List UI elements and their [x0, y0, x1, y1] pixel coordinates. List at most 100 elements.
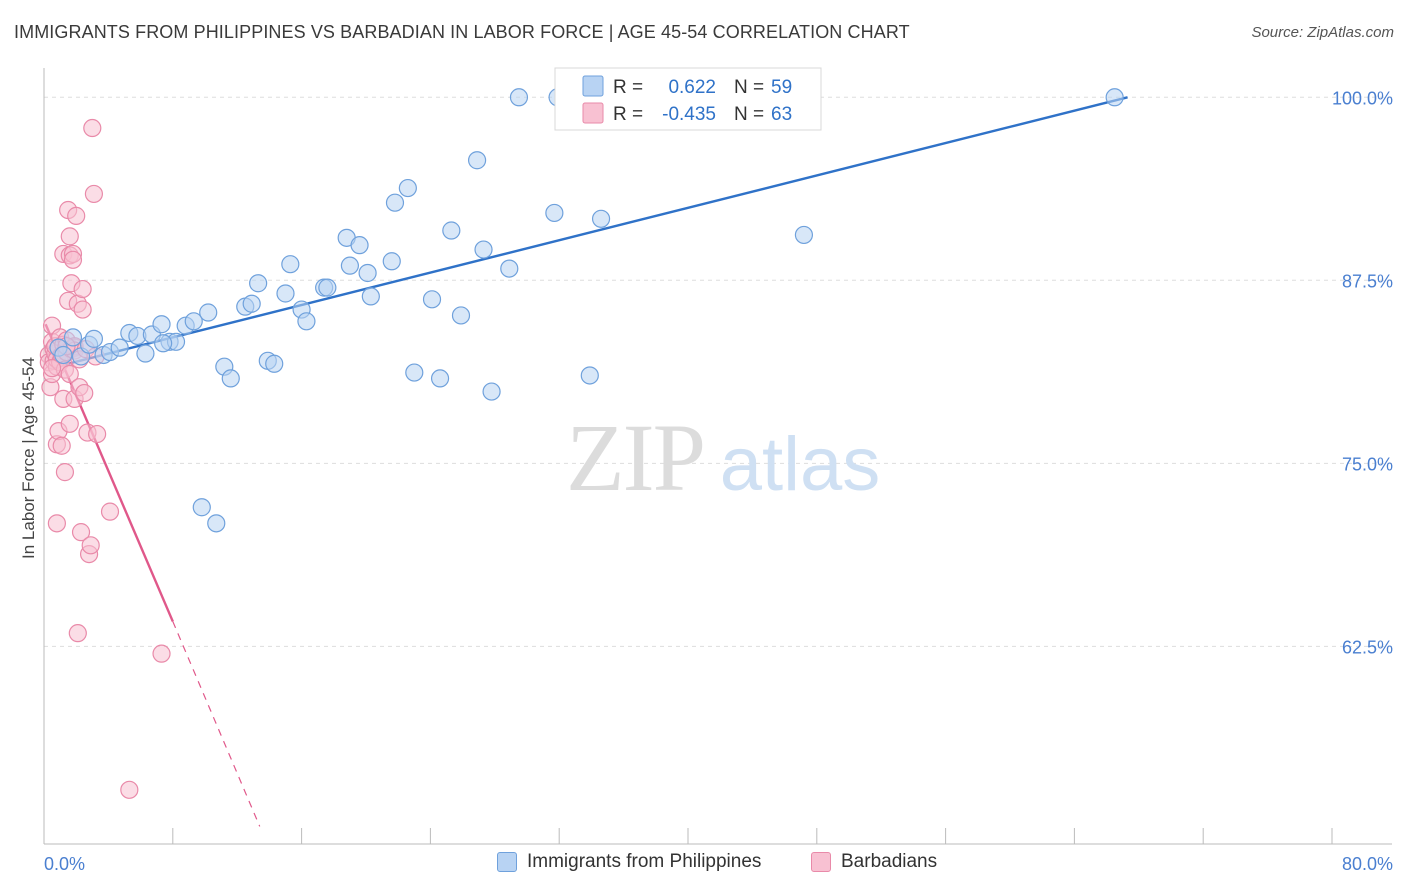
x-tick-label: 80.0%: [1342, 854, 1393, 874]
point-philippines: [545, 203, 564, 223]
point-philippines: [509, 88, 529, 107]
point-philippines: [184, 312, 203, 331]
point-philippines: [297, 312, 316, 331]
point-philippines: [84, 329, 104, 348]
watermark-atlas: atlas: [720, 422, 881, 507]
legend-r-label-barbadians: R =: [613, 104, 643, 125]
point-barbadians: [120, 780, 139, 799]
point-philippines: [318, 278, 337, 297]
point-philippines: [152, 315, 171, 334]
legend-swatch-philippines: [582, 75, 604, 97]
point-barbadians: [55, 463, 75, 482]
point-barbadians: [100, 502, 120, 521]
watermark-zip: ZIP: [566, 404, 704, 511]
point-barbadians: [71, 523, 91, 542]
point-barbadians: [81, 536, 100, 555]
point-philippines: [591, 209, 611, 228]
point-philippines: [281, 255, 300, 274]
point-philippines: [580, 366, 599, 385]
point-philippines: [794, 225, 814, 245]
y-tick-label: 62.5%: [1342, 637, 1393, 657]
point-barbadians: [73, 279, 92, 299]
point-philippines: [221, 369, 240, 388]
y-axis-label: In Labor Force | Age 45-54: [19, 357, 38, 559]
point-barbadians: [83, 118, 102, 138]
legend-item-barbadians: Barbadians: [811, 851, 937, 873]
point-philippines: [110, 338, 129, 357]
point-philippines: [361, 287, 380, 306]
point-philippines: [385, 193, 405, 212]
point-philippines: [405, 363, 424, 382]
point-philippines: [249, 274, 268, 293]
point-philippines: [467, 151, 487, 170]
trend-line-philippines: [50, 96, 1128, 370]
point-barbadians: [67, 206, 86, 225]
point-barbadians: [88, 424, 107, 444]
legend-n-value-barbadians: 63: [771, 104, 792, 125]
legend-bottom-swatch-philippines: [497, 852, 517, 872]
point-philippines: [63, 328, 83, 347]
point-philippines: [265, 354, 284, 373]
point-barbadians: [47, 514, 66, 533]
point-barbadians: [52, 436, 71, 455]
point-philippines: [451, 306, 471, 325]
x-tick-labels: 0.0% 80.0%: [44, 854, 1393, 874]
point-philippines: [276, 284, 295, 303]
watermark: ZIP atlas: [566, 404, 880, 511]
legend-r-label-philippines: R =: [613, 77, 643, 98]
point-philippines: [199, 303, 218, 322]
grid-lines: [44, 96, 1392, 647]
x-tick-label: 0.0%: [44, 854, 85, 874]
legend-item-philippines: Immigrants from Philippines: [497, 851, 761, 873]
point-philippines: [340, 256, 359, 275]
point-barbadians: [152, 644, 171, 663]
point-philippines: [422, 290, 442, 309]
point-barbadians: [60, 364, 79, 384]
point-barbadians: [63, 250, 83, 269]
trend-line-barbadians-extension: [172, 621, 261, 827]
y-tick-label: 87.5%: [1342, 271, 1393, 291]
point-philippines: [192, 498, 211, 517]
legend-n-value-philippines: 59: [771, 77, 792, 98]
point-barbadians: [68, 624, 87, 643]
point-philippines: [500, 259, 519, 278]
point-barbadians: [60, 414, 79, 433]
point-philippines: [207, 514, 226, 533]
legend-top: R = 0.622 N = 59 R = -0.435 N = 63: [554, 67, 822, 131]
point-philippines: [1105, 88, 1124, 107]
data-points: [39, 88, 1124, 799]
legend-bottom-swatch-barbadians: [811, 852, 831, 872]
legend-r-value-philippines: 0.622: [668, 77, 716, 98]
point-philippines: [442, 221, 461, 240]
legend-bottom-label-philippines: Immigrants from Philippines: [527, 851, 762, 872]
legend-r-value-barbadians: -0.435: [662, 104, 716, 125]
point-philippines: [430, 369, 450, 388]
legend-n-label-philippines: N =: [734, 77, 764, 98]
point-philippines: [482, 382, 501, 401]
legend-swatch-barbadians: [582, 102, 604, 124]
point-barbadians: [73, 300, 92, 319]
point-philippines: [350, 236, 369, 255]
point-barbadians: [42, 359, 62, 378]
axes: [43, 68, 1392, 845]
y-tick-label: 75.0%: [1342, 454, 1393, 474]
point-philippines: [398, 178, 417, 198]
point-philippines: [154, 334, 173, 353]
y-tick-labels: 62.5% 75.0% 87.5% 100.0%: [1332, 88, 1393, 657]
legend-bottom: Immigrants from Philippines Barbadians: [0, 851, 1406, 879]
point-philippines: [242, 294, 261, 313]
point-philippines: [358, 263, 377, 283]
y-tick-label: 100.0%: [1332, 88, 1393, 108]
point-barbadians: [84, 184, 104, 204]
point-barbadians: [75, 383, 94, 403]
point-philippines: [54, 345, 73, 365]
point-philippines: [136, 344, 155, 363]
legend-bottom-label-barbadians: Barbadians: [841, 851, 938, 872]
source-label: Source: ZipAtlas.com: [1251, 24, 1394, 41]
point-philippines: [474, 240, 493, 259]
legend-n-label-barbadians: N =: [734, 104, 764, 125]
point-philippines: [382, 252, 401, 271]
chart-title: IMMIGRANTS FROM PHILIPPINES VS BARBADIAN…: [14, 22, 910, 42]
point-barbadians: [60, 227, 79, 246]
